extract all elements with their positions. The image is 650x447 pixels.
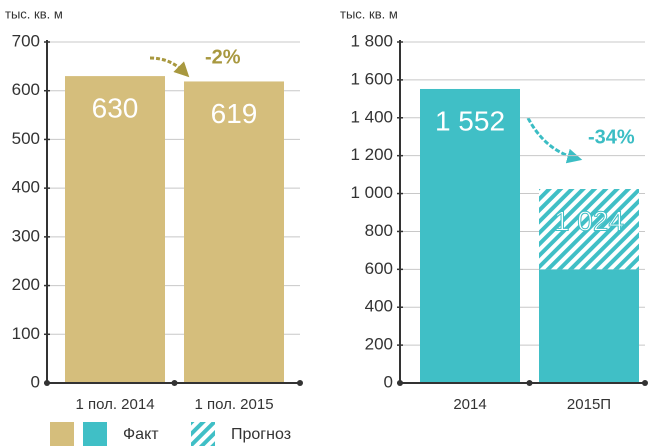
- bar: [65, 76, 165, 383]
- forecast-bar: [539, 189, 639, 270]
- y-tick-label: 200: [365, 335, 393, 354]
- y-tick-label: 700: [12, 31, 40, 50]
- legend-label: Прогноз: [231, 426, 291, 443]
- y-tick-label: 1 000: [350, 183, 393, 202]
- y-tick-label: 400: [365, 297, 393, 316]
- axis-dot: [526, 380, 533, 386]
- y-tick-label: 100: [12, 324, 40, 343]
- y-axis-label: тыс. кв. м: [340, 6, 398, 21]
- x-tick-label: 2015П: [567, 396, 611, 413]
- bar: [184, 81, 284, 384]
- annotation: -2%: [205, 46, 241, 68]
- x-tick-label: 2014: [453, 396, 486, 413]
- arrow: [526, 117, 583, 164]
- y-tick-label: 200: [12, 275, 40, 294]
- y-axis-label: тыс. кв. м: [5, 6, 63, 21]
- annotation: -34%: [588, 126, 635, 148]
- y-tick-label: 600: [365, 259, 393, 278]
- legend-swatch: [83, 422, 107, 446]
- legend-swatch: [50, 422, 74, 446]
- y-tick-label: 400: [12, 178, 40, 197]
- y-tick-label: 600: [12, 80, 40, 99]
- arrow: [149, 56, 190, 78]
- x-tick-label: 1 пол. 2015: [194, 396, 273, 413]
- axis-dot: [171, 380, 178, 386]
- axis-dot: [397, 380, 403, 386]
- y-tick-label: 300: [12, 226, 40, 245]
- value-label: 619: [211, 98, 258, 129]
- axis-dot: [44, 380, 50, 386]
- y-tick-label: 500: [12, 129, 40, 148]
- value-label: 1 024: [554, 205, 624, 236]
- x-tick-label: 1 пол. 2014: [75, 396, 154, 413]
- legend-label: Факт: [123, 426, 159, 443]
- y-tick-label: 1 200: [350, 145, 393, 164]
- y-tick-label: 0: [31, 372, 40, 391]
- y-tick-label: 1 600: [350, 69, 393, 88]
- bar: [420, 88, 520, 383]
- y-tick-label: 800: [365, 221, 393, 240]
- value-label: 630: [92, 92, 139, 123]
- axis-dot: [642, 380, 648, 386]
- y-tick-label: 1 800: [350, 31, 393, 50]
- y-tick-label: 1 400: [350, 107, 393, 126]
- bar: [539, 269, 639, 383]
- y-tick-label: 0: [384, 372, 393, 391]
- legend-swatch: [191, 422, 215, 446]
- axis-dot: [297, 380, 303, 386]
- value-label: 1 552: [435, 105, 505, 136]
